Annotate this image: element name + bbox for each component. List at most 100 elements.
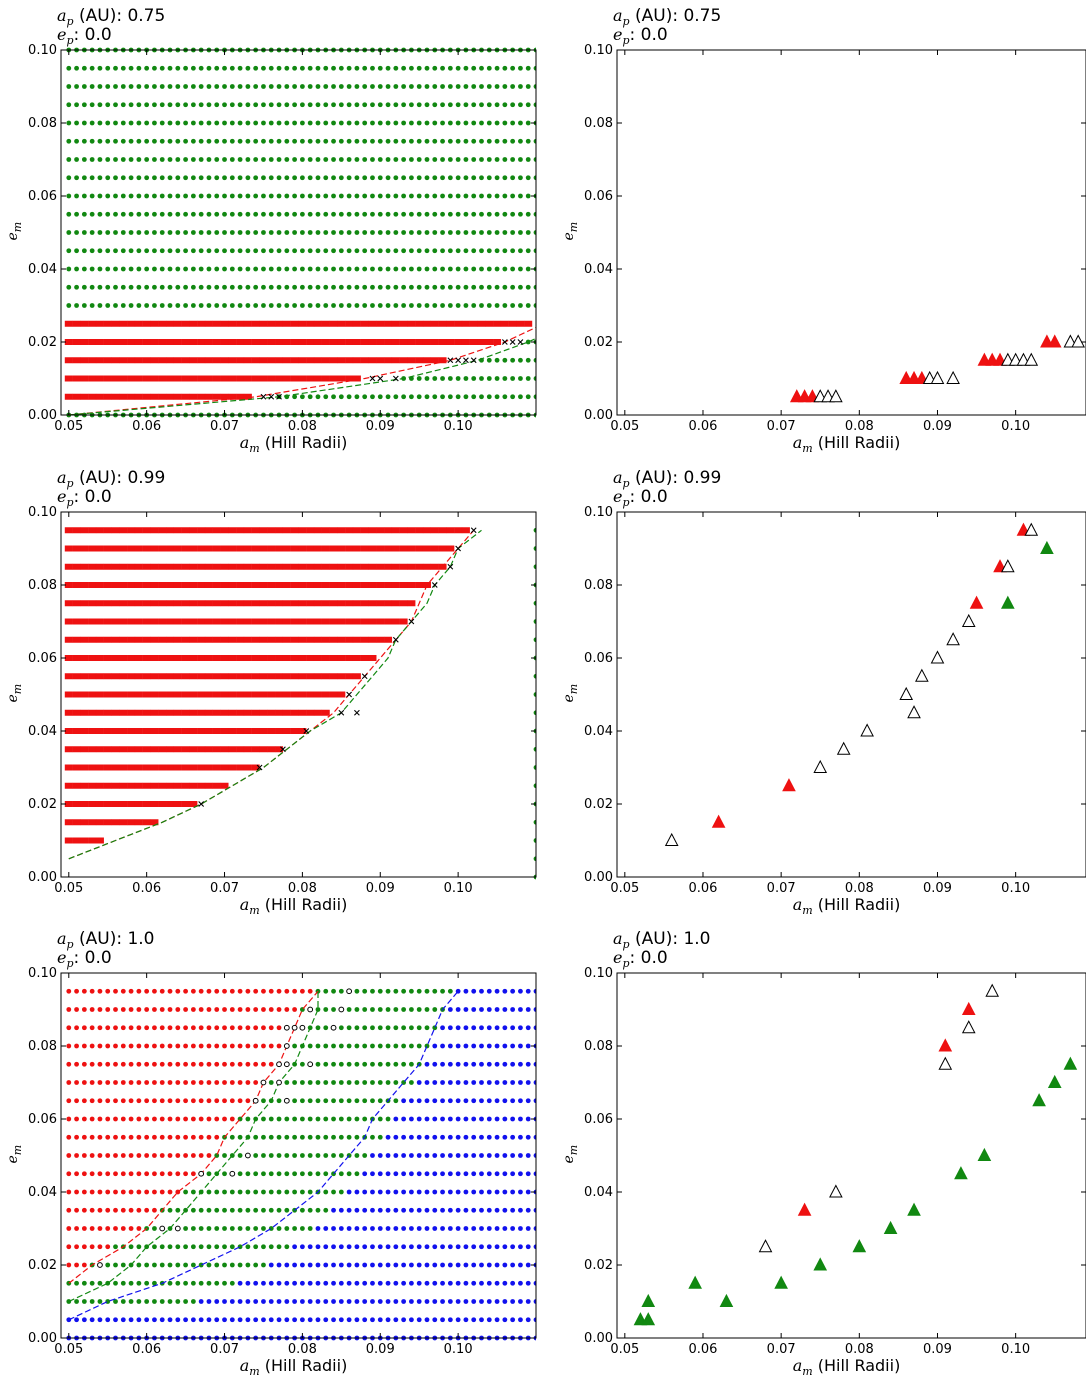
grid-point [533, 1317, 536, 1323]
grid-point [175, 1043, 181, 1049]
grid-point [432, 284, 438, 290]
grid-point [261, 175, 266, 181]
grid-point [183, 175, 188, 181]
grid-point [245, 988, 251, 994]
grid-point [81, 1098, 87, 1104]
grid-point [113, 102, 118, 108]
grid-point [103, 673, 112, 680]
grid-point [329, 655, 338, 661]
grid-point [74, 1134, 79, 1140]
grid-point [463, 120, 469, 126]
grid-point [502, 1317, 508, 1323]
grid-point [128, 1061, 134, 1067]
grid-point [105, 1207, 111, 1213]
grid-point [237, 1226, 243, 1231]
grid-point [440, 1207, 445, 1213]
grid-point [455, 138, 461, 144]
grid-point [440, 230, 445, 235]
grid-point [74, 284, 79, 290]
grid-point [105, 175, 111, 181]
grid-point [471, 230, 477, 235]
grid-point [97, 1025, 103, 1031]
grid-point [430, 320, 439, 327]
grid-point [89, 1007, 95, 1012]
grid-point [370, 175, 375, 181]
grid-point [190, 1280, 196, 1286]
grid-point [173, 393, 182, 400]
grid-point [447, 284, 453, 290]
x-tick-label: 0.05 [54, 419, 83, 434]
grid-point [158, 582, 167, 588]
grid-point [253, 1317, 259, 1323]
grid-point [190, 1226, 196, 1231]
grid-point [292, 138, 298, 144]
grid-point [261, 1189, 266, 1195]
grid-point [345, 563, 354, 570]
grid-point [268, 1171, 274, 1177]
open-circle-marker [283, 1097, 290, 1104]
grid-point [253, 157, 259, 162]
grid-point [447, 1280, 453, 1286]
grid-point [275, 545, 284, 552]
grid-point [362, 138, 368, 144]
grid-point [229, 1116, 235, 1122]
grid-point [502, 1061, 508, 1067]
grid-point [97, 102, 103, 108]
grid-point [455, 1280, 461, 1286]
grid-point [97, 1080, 103, 1085]
grid-point [323, 65, 329, 71]
grid-point [229, 1098, 235, 1104]
grid-point [212, 357, 221, 364]
grid-point [393, 157, 399, 162]
grid-point [346, 1061, 352, 1067]
grid-point [338, 1317, 344, 1323]
grid-point [66, 1116, 72, 1122]
grid-point [463, 138, 469, 144]
grid-point [152, 303, 157, 308]
grid-point [455, 157, 461, 162]
grid-point [502, 138, 508, 144]
grid-point [175, 1116, 181, 1122]
grid-point [368, 582, 377, 588]
grid-point [144, 988, 150, 994]
grid-point [127, 746, 136, 753]
grid-point [362, 211, 368, 217]
grid-point [113, 1226, 118, 1231]
grid-point [74, 120, 79, 126]
grid-point [181, 636, 190, 643]
grid-point [158, 782, 167, 789]
grid-point [409, 303, 414, 308]
grid-point [276, 1244, 282, 1250]
grid-point [158, 600, 167, 607]
grid-point [167, 1007, 173, 1012]
grid-point [275, 357, 284, 364]
grid-point [315, 248, 321, 254]
grid-point [299, 193, 305, 199]
grid-point [173, 782, 182, 789]
boundary-line [68, 337, 536, 416]
grid-point [159, 175, 165, 181]
grid-point [152, 248, 157, 254]
grid-point [214, 1080, 220, 1085]
grid-point [198, 1007, 204, 1012]
grid-point [533, 357, 536, 363]
grid-point [298, 728, 307, 734]
grid-point [416, 175, 422, 181]
grid-point [236, 764, 245, 771]
grid-point [533, 1171, 536, 1177]
grid-point [64, 545, 73, 552]
grid-point [74, 211, 79, 217]
grid-point [463, 394, 469, 400]
grid-point [212, 618, 221, 625]
grid-point [440, 120, 445, 126]
triangle-marker [641, 1312, 656, 1326]
y-tick-label: 0.04 [28, 262, 57, 277]
grid-point [190, 1262, 196, 1268]
grid-point [362, 988, 368, 994]
grid-point [128, 1189, 134, 1195]
grid-point [268, 284, 274, 290]
grid-point [385, 1080, 391, 1085]
grid-point [204, 636, 213, 643]
grid-point [261, 1262, 266, 1268]
grid-point [307, 1043, 313, 1049]
